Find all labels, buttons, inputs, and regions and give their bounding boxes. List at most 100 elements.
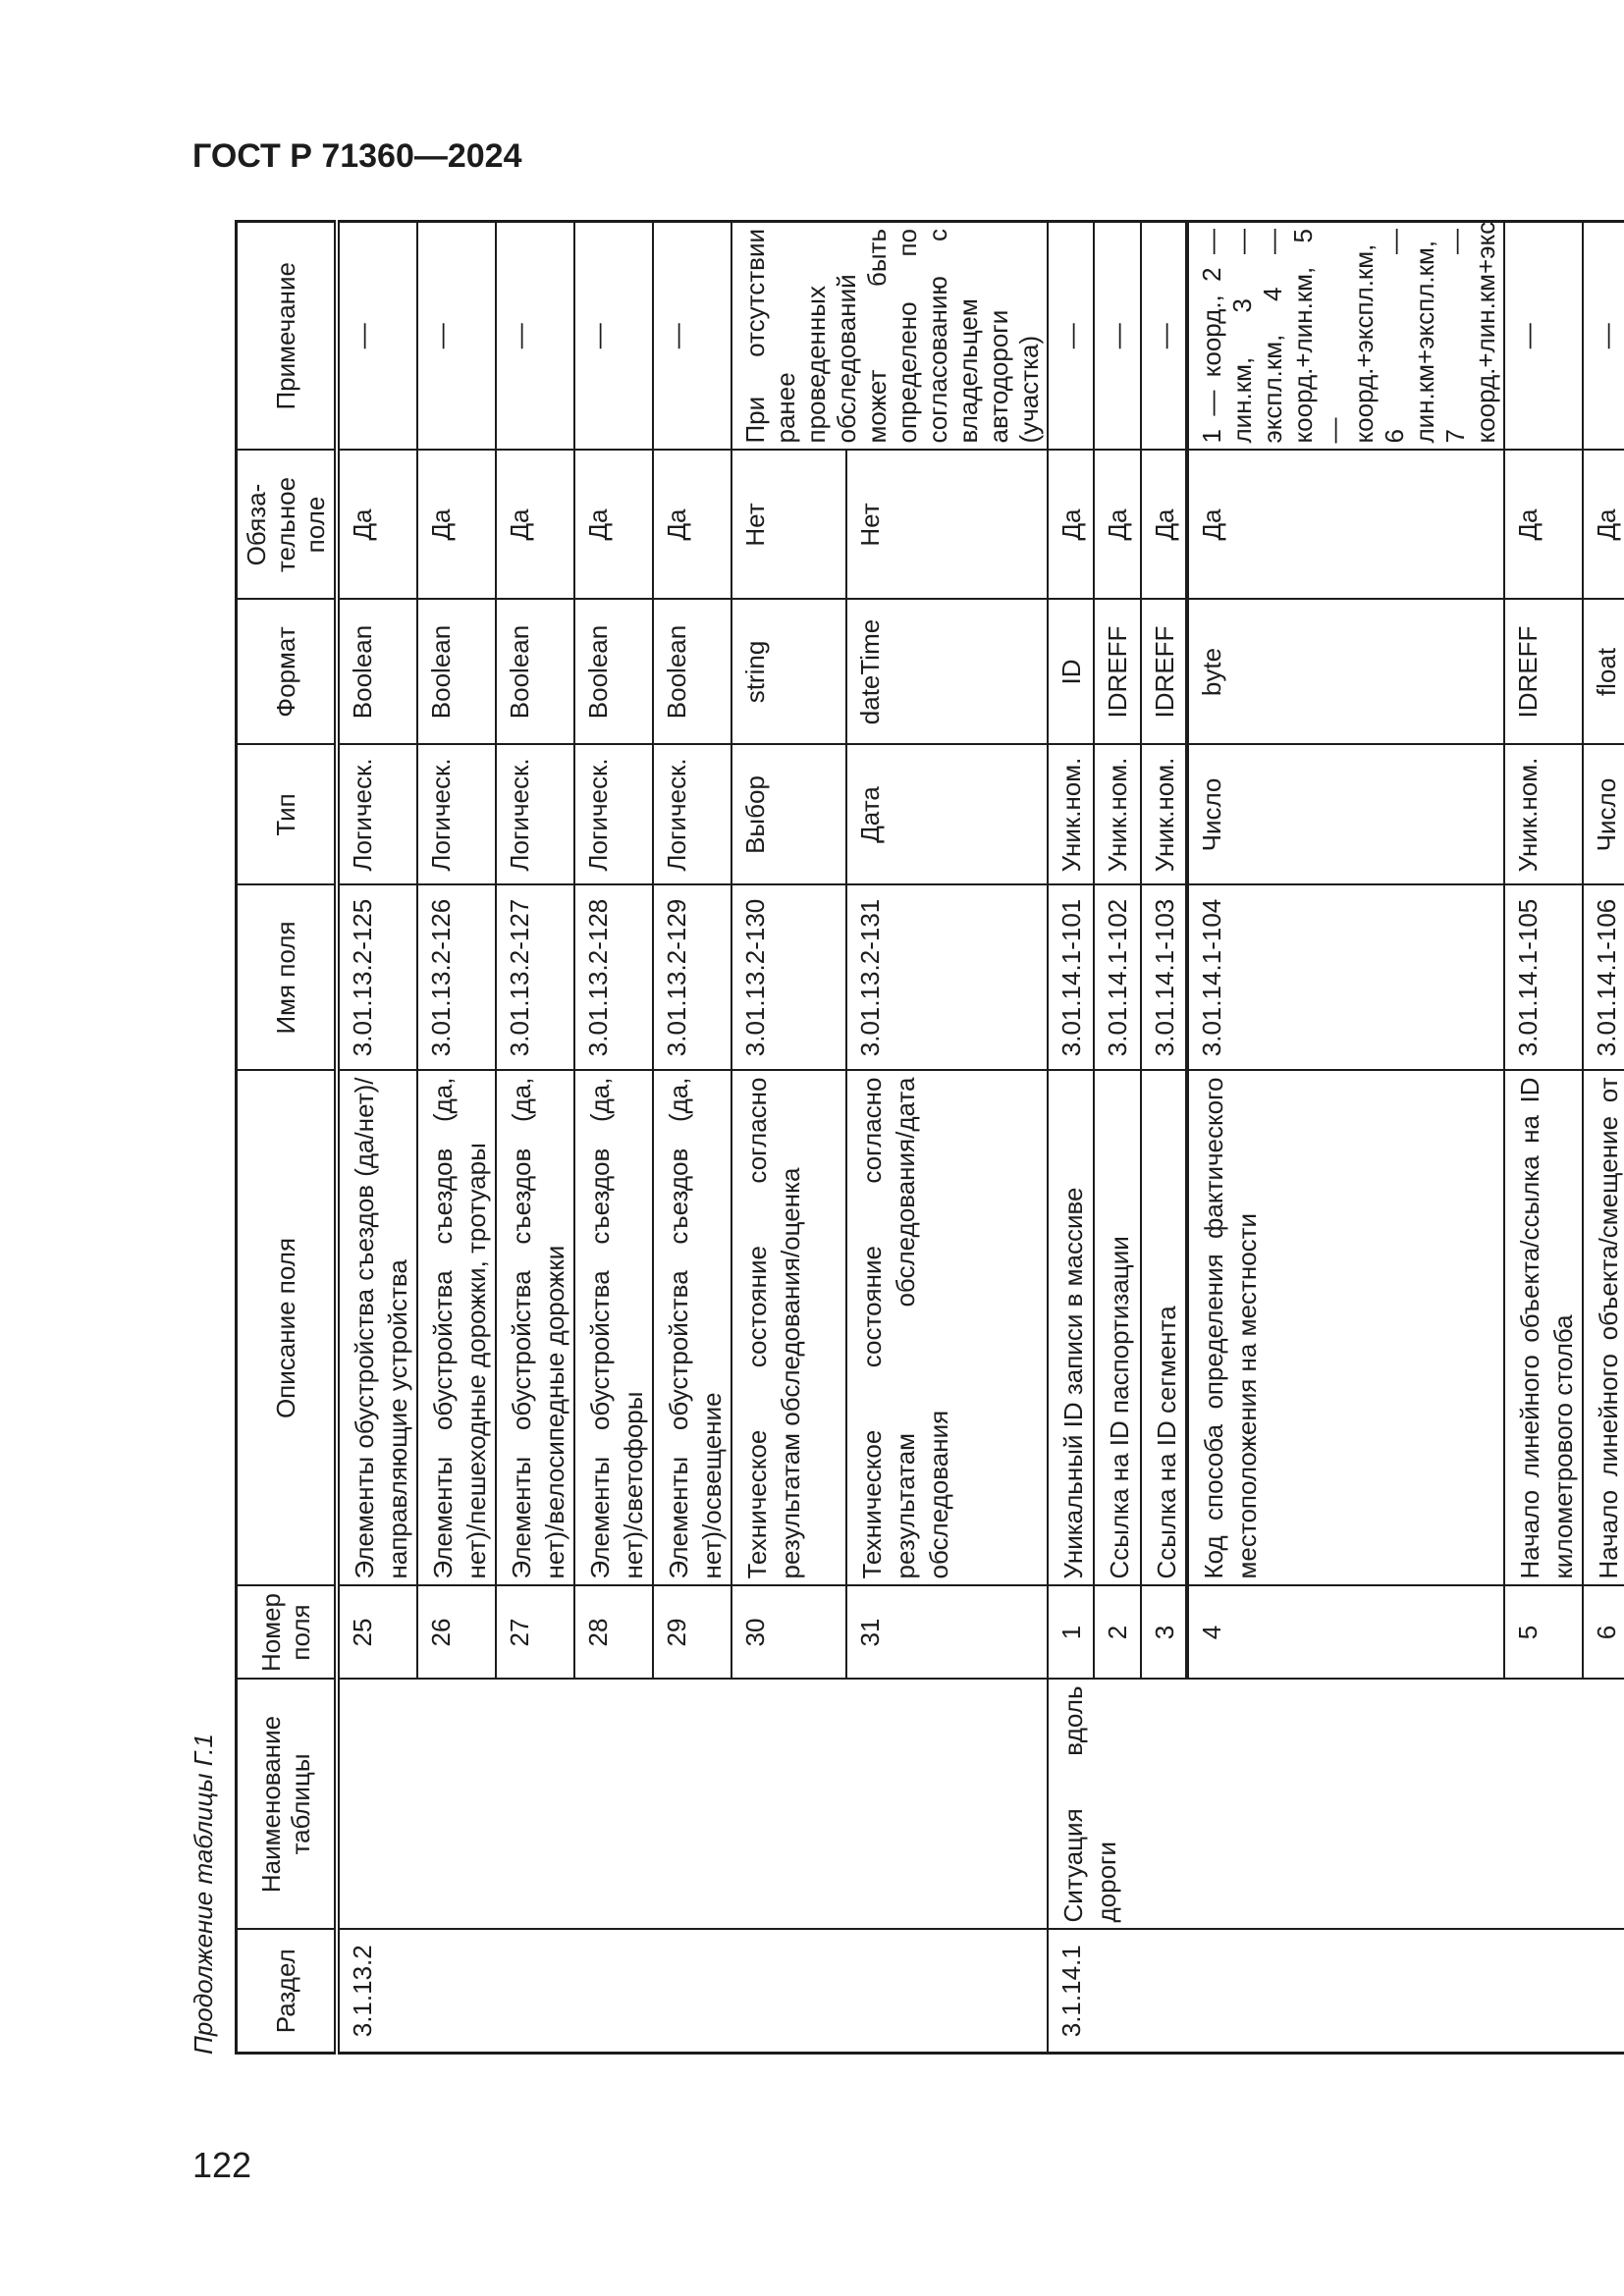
header-note: Примечание	[236, 221, 337, 451]
cell-required: Нет	[846, 450, 1048, 600]
cell-field-name: 3.01.13.2-129	[653, 884, 731, 1071]
cell-required: Да	[1504, 450, 1583, 600]
cell-type: Логическ.	[653, 744, 731, 885]
cell-required: Да	[1583, 450, 1624, 600]
cell-num: 29	[653, 1585, 731, 1680]
cell-required: Да	[496, 450, 574, 600]
cell-num: 3	[1141, 1585, 1187, 1680]
table-row: 3.1.14.1 Ситуация вдоль дороги 1 Уникаль…	[1048, 221, 1624, 2054]
cell-num: 6	[1583, 1585, 1624, 1680]
header-type: Тип	[236, 744, 337, 885]
cell-type: Уник.ном.	[1504, 744, 1583, 885]
cell-field-name: 3.01.14.1-104	[1187, 884, 1504, 1071]
rotated-table-block: Продолжение таблицы Г.1 Раздел Наименова…	[189, 220, 1624, 2055]
cell-type: Логическ.	[417, 744, 496, 885]
cell-note: —	[1094, 221, 1141, 451]
cell-desc: Техническое состояние согласно результат…	[731, 1070, 847, 1586]
cell-note: —	[574, 221, 653, 451]
cell-required: Да	[1048, 450, 1094, 600]
header-field-name: Имя поля	[236, 884, 337, 1071]
cell-num: 30	[731, 1585, 847, 1680]
cell-required: Да	[653, 450, 731, 600]
cell-format: ID	[1048, 599, 1094, 745]
cell-format: float	[1583, 599, 1624, 745]
cell-format: IDREFF	[1094, 599, 1141, 745]
cell-note: 1 — коорд., 2 — лин.км, 3 — экспл.км, 4 …	[1187, 221, 1504, 451]
cell-type: Уник.ном.	[1048, 744, 1094, 885]
page-number: 122	[192, 2145, 252, 2185]
cell-type: Уник.ном.	[1094, 744, 1141, 885]
cell-num: 27	[496, 1585, 574, 1680]
cell-type: Число	[1583, 744, 1624, 885]
cell-format: Boolean	[653, 599, 731, 745]
header-field-desc: Описание поля	[236, 1070, 337, 1586]
cell-required: Да	[1187, 450, 1504, 600]
cell-type: Выбор	[731, 744, 847, 885]
cell-format: dateTime	[846, 599, 1048, 745]
cell-num: 1	[1048, 1585, 1094, 1680]
cell-desc: Ссылка на ID сегмента	[1141, 1070, 1187, 1586]
cell-field-name: 3.01.13.2-130	[731, 884, 847, 1071]
cell-table-name	[337, 1679, 1048, 1930]
cell-desc: Техническое состояние согласно результат…	[846, 1070, 1048, 1586]
cell-num: 2	[1094, 1585, 1141, 1680]
cell-type: Логическ.	[574, 744, 653, 885]
cell-desc: Элементы обустройства съездов (да, нет)/…	[574, 1070, 653, 1586]
standard-designation: ГОСТ Р 71360—2024	[192, 137, 522, 175]
cell-num: 25	[337, 1585, 417, 1680]
cell-required: Да	[1141, 450, 1187, 600]
cell-field-name: 3.01.14.1-105	[1504, 884, 1583, 1071]
cell-format: Boolean	[337, 599, 417, 745]
header-razdel: Раздел	[236, 1929, 337, 2054]
cell-format: IDREFF	[1141, 599, 1187, 745]
cell-table-name: Ситуация вдоль дороги	[1048, 1679, 1624, 1930]
cell-num: 26	[417, 1585, 496, 1680]
cell-field-name: 3.01.14.1-106	[1583, 884, 1624, 1071]
cell-desc: Код способа определения фактического мес…	[1187, 1070, 1504, 1586]
header-required: Обяза-тельное поле	[236, 450, 337, 600]
cell-type: Уник.ном.	[1141, 744, 1187, 885]
cell-desc: Элементы обустройства съездов (да, нет)/…	[496, 1070, 574, 1586]
cell-format: Boolean	[417, 599, 496, 745]
cell-required: Да	[417, 450, 496, 600]
cell-note: —	[653, 221, 731, 451]
cell-type: Число	[1187, 744, 1504, 885]
cell-note: —	[417, 221, 496, 451]
cell-format: Boolean	[574, 599, 653, 745]
cell-required: Да	[337, 450, 417, 600]
cell-desc: Ссылка на ID паспортизации	[1094, 1070, 1141, 1586]
table-row: 3.1.13.2 25 Элементы обустройства съездо…	[337, 221, 1048, 2054]
cell-note: При отсутствии ранее проведенных обследо…	[731, 221, 1048, 451]
header-format: Формат	[236, 599, 337, 745]
cell-format: byte	[1187, 599, 1504, 745]
cell-num: 4	[1187, 1585, 1504, 1680]
cell-desc: Элементы обустройства съездов (да/нет)/н…	[337, 1070, 417, 1586]
cell-note: —	[1141, 221, 1187, 451]
cell-field-name: 3.01.14.1-103	[1141, 884, 1187, 1071]
cell-format: string	[731, 599, 847, 745]
table-header-row: Раздел Наименование таблицы Номер поля О…	[236, 221, 337, 2054]
cell-field-name: 3.01.13.2-125	[337, 884, 417, 1071]
cell-format: Boolean	[496, 599, 574, 745]
cell-desc: Элементы обустройства съездов (да, нет)/…	[653, 1070, 731, 1586]
cell-razdel: 3.1.14.1	[1048, 1929, 1624, 2054]
cell-required: Да	[1094, 450, 1141, 600]
cell-num: 28	[574, 1585, 653, 1680]
cell-type: Логическ.	[496, 744, 574, 885]
cell-type: Логическ.	[337, 744, 417, 885]
cell-desc: Элементы обустройства съездов (да, нет)/…	[417, 1070, 496, 1586]
cell-desc: Начало линейного объекта/смещение от кил…	[1583, 1070, 1624, 1586]
cell-note: —	[1583, 221, 1624, 451]
cell-note: —	[496, 221, 574, 451]
cell-field-name: 3.01.13.2-126	[417, 884, 496, 1071]
cell-note: —	[1048, 221, 1094, 451]
cell-num: 31	[846, 1585, 1048, 1680]
cell-format: IDREFF	[1504, 599, 1583, 745]
cell-note: —	[337, 221, 417, 451]
cell-razdel: 3.1.13.2	[337, 1929, 1048, 2054]
fields-table: Раздел Наименование таблицы Номер поля О…	[235, 220, 1624, 2055]
cell-field-name: 3.01.14.1-101	[1048, 884, 1094, 1071]
cell-required: Да	[574, 450, 653, 600]
cell-desc: Уникальный ID записи в массиве	[1048, 1070, 1094, 1586]
